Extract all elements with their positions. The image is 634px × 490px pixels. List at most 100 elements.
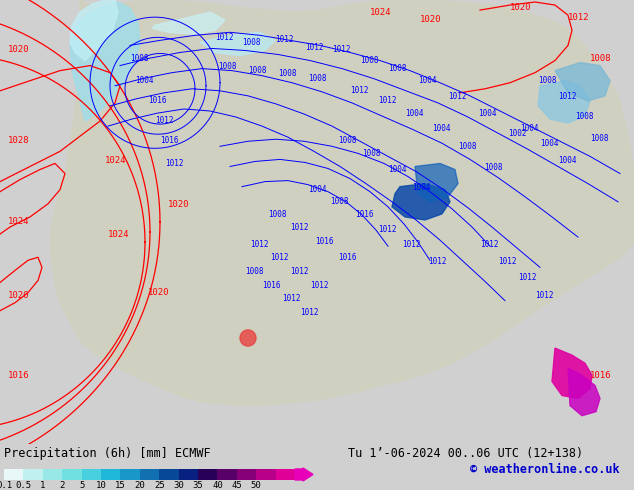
Text: 1008: 1008 xyxy=(242,38,261,48)
Text: 1012: 1012 xyxy=(305,44,323,52)
Text: Precipitation (6h) [mm] ECMWF: Precipitation (6h) [mm] ECMWF xyxy=(4,447,210,460)
Text: 1024: 1024 xyxy=(8,217,30,226)
Polygon shape xyxy=(70,0,118,61)
Text: 0.5: 0.5 xyxy=(15,481,32,490)
Text: 1004: 1004 xyxy=(308,185,327,194)
Text: 1004: 1004 xyxy=(412,183,430,192)
Text: 1008: 1008 xyxy=(278,69,297,78)
Text: 1012: 1012 xyxy=(568,13,590,22)
Text: 1008: 1008 xyxy=(218,62,236,71)
Text: 40: 40 xyxy=(212,481,223,490)
Text: 1004: 1004 xyxy=(520,124,538,133)
Bar xyxy=(217,469,237,480)
Text: 15: 15 xyxy=(115,481,126,490)
Text: 2: 2 xyxy=(60,481,65,490)
Text: 1012: 1012 xyxy=(165,159,183,169)
Text: 1012: 1012 xyxy=(498,257,517,267)
Text: 1012: 1012 xyxy=(310,281,328,290)
Text: 1: 1 xyxy=(40,481,46,490)
Text: 1004: 1004 xyxy=(418,76,436,85)
Bar xyxy=(62,469,82,480)
Text: 1008: 1008 xyxy=(590,53,612,63)
Text: 1012: 1012 xyxy=(402,240,420,249)
Text: 1012: 1012 xyxy=(275,35,294,45)
Text: 1020: 1020 xyxy=(148,288,169,296)
Text: 1008: 1008 xyxy=(338,136,356,145)
Polygon shape xyxy=(538,81,590,123)
Bar xyxy=(198,469,217,480)
Bar xyxy=(140,469,159,480)
Text: 1004: 1004 xyxy=(135,76,153,85)
Polygon shape xyxy=(552,348,592,398)
Text: 50: 50 xyxy=(251,481,262,490)
Bar xyxy=(256,469,276,480)
Text: 1024: 1024 xyxy=(108,230,129,239)
Text: 1012: 1012 xyxy=(300,308,318,317)
Text: 1016: 1016 xyxy=(262,281,280,290)
Circle shape xyxy=(240,330,256,346)
FancyArrow shape xyxy=(295,468,313,481)
Text: 1008: 1008 xyxy=(330,197,349,206)
Text: 1012: 1012 xyxy=(332,46,351,54)
Text: 1012: 1012 xyxy=(535,291,553,300)
Polygon shape xyxy=(200,32,275,55)
Polygon shape xyxy=(70,2,140,121)
Text: 1004: 1004 xyxy=(558,156,576,166)
Text: 1008: 1008 xyxy=(538,76,557,85)
Text: 10: 10 xyxy=(96,481,107,490)
Text: 1012: 1012 xyxy=(290,268,309,276)
Text: 0.1: 0.1 xyxy=(0,481,12,490)
Text: 1004: 1004 xyxy=(432,124,451,133)
Text: 1012: 1012 xyxy=(350,86,368,95)
Bar xyxy=(23,469,43,480)
Bar xyxy=(120,469,140,480)
Text: 35: 35 xyxy=(193,481,204,490)
Text: © weatheronline.co.uk: © weatheronline.co.uk xyxy=(470,463,619,476)
Polygon shape xyxy=(392,184,450,220)
Text: 1008: 1008 xyxy=(458,142,477,151)
Text: 1008: 1008 xyxy=(362,149,380,158)
Text: 1016: 1016 xyxy=(8,371,30,380)
Text: 1004: 1004 xyxy=(540,139,559,148)
Bar xyxy=(179,469,198,480)
Text: 1004: 1004 xyxy=(388,165,406,173)
Text: 1004: 1004 xyxy=(478,109,496,118)
Text: 1008: 1008 xyxy=(575,112,593,121)
Text: 1004: 1004 xyxy=(405,109,424,118)
Text: 1024: 1024 xyxy=(105,156,127,166)
Polygon shape xyxy=(415,164,458,202)
Text: 1008: 1008 xyxy=(130,53,148,63)
Polygon shape xyxy=(152,12,225,34)
Text: 1012: 1012 xyxy=(250,240,269,249)
Text: 1020: 1020 xyxy=(510,3,531,12)
Text: 1012: 1012 xyxy=(270,253,288,262)
Bar xyxy=(159,469,179,480)
Bar xyxy=(276,469,295,480)
Text: 1008: 1008 xyxy=(484,163,503,172)
Text: 1012: 1012 xyxy=(215,33,233,42)
Text: 1016: 1016 xyxy=(338,253,356,262)
Text: 1012: 1012 xyxy=(518,273,536,283)
Text: 1028: 1028 xyxy=(8,136,30,145)
Text: 25: 25 xyxy=(154,481,165,490)
Text: 5: 5 xyxy=(79,481,84,490)
Text: 1020: 1020 xyxy=(420,15,441,24)
Text: 1024: 1024 xyxy=(370,8,392,17)
Text: 1008: 1008 xyxy=(308,74,327,83)
Text: 30: 30 xyxy=(173,481,184,490)
Bar xyxy=(43,469,62,480)
Text: 1002: 1002 xyxy=(508,129,526,138)
Text: 1016: 1016 xyxy=(590,371,612,380)
Text: 1020: 1020 xyxy=(168,200,190,209)
Text: 1016: 1016 xyxy=(315,237,333,246)
Text: 1012: 1012 xyxy=(378,96,396,105)
Bar xyxy=(82,469,101,480)
Text: 1012: 1012 xyxy=(448,92,467,101)
Text: 1012: 1012 xyxy=(558,92,576,101)
Bar xyxy=(101,469,120,480)
Text: 1008: 1008 xyxy=(268,210,287,219)
Text: 1012: 1012 xyxy=(428,257,446,267)
Text: Tu 1’-06-2024 00..06 UTC (12+138): Tu 1’-06-2024 00..06 UTC (12+138) xyxy=(348,447,583,460)
Text: 1008: 1008 xyxy=(245,268,264,276)
Text: 1016: 1016 xyxy=(148,96,167,105)
